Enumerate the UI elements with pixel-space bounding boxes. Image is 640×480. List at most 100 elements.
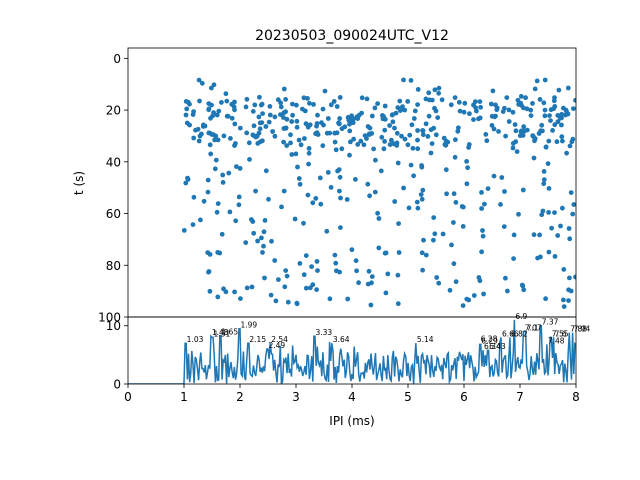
scatter-point: [436, 90, 442, 96]
scatter-point: [570, 211, 576, 217]
scatter-point: [348, 139, 353, 145]
scatter-point: [259, 235, 264, 241]
peak-label: 7.6: [555, 329, 567, 338]
peak-label: 7.55: [552, 329, 569, 338]
scatter-point: [353, 177, 358, 182]
scatter-point: [569, 139, 575, 145]
scatter-point: [183, 112, 189, 118]
scatter-point: [191, 194, 197, 200]
scatter-point: [489, 123, 495, 128]
scatter-point: [290, 101, 295, 107]
scatter-point: [247, 157, 252, 162]
scatter-point: [361, 142, 367, 148]
scatter-point: [281, 188, 287, 194]
scatter-point: [306, 146, 312, 151]
scatter-point: [228, 136, 233, 141]
y-tick-label: 80: [106, 259, 121, 273]
scatter-point: [542, 77, 548, 83]
scatter-point: [350, 120, 356, 126]
x-tick-label: 7: [516, 390, 524, 404]
scatter-point: [415, 205, 421, 211]
scatter-point: [415, 128, 420, 133]
scatter-point: [541, 181, 547, 187]
scatter-point: [564, 150, 569, 156]
scatter-point: [260, 250, 265, 255]
scatter-point: [530, 101, 535, 106]
scatter-point: [244, 130, 250, 136]
scatter-point: [284, 116, 290, 122]
scatter-point: [268, 292, 274, 298]
scatter-point: [272, 258, 278, 263]
scatter-point: [259, 120, 265, 125]
scatter-point: [542, 107, 548, 113]
scatter-point: [347, 117, 353, 123]
scatter-point: [216, 108, 222, 114]
scatter-point: [532, 138, 537, 144]
scatter-point: [423, 96, 429, 102]
scatter-point: [457, 108, 463, 114]
scatter-point: [181, 228, 187, 233]
scatter-point: [257, 139, 263, 145]
scatter-point: [301, 95, 307, 101]
scatter-point: [540, 208, 546, 214]
scatter-point: [440, 231, 446, 237]
scatter-point: [200, 124, 206, 129]
scatter-point: [546, 210, 551, 215]
scatter-point: [314, 287, 319, 292]
scatter-point: [506, 107, 512, 113]
scatter-point: [425, 134, 431, 139]
scatter-point: [324, 228, 330, 234]
scatter-point: [418, 192, 424, 198]
scatter-point: [375, 210, 380, 216]
scatter-point: [499, 175, 505, 180]
scatter-point: [258, 102, 264, 108]
scatter-point: [354, 114, 360, 120]
scatter-point: [473, 105, 478, 110]
scatter-point: [465, 165, 470, 171]
peak-label: 6.29: [481, 336, 498, 345]
scatter-point: [349, 113, 354, 119]
ipi-x-ticks: 0 1 2 3 4 5 6 7 8: [124, 384, 580, 404]
scatter-point: [558, 115, 563, 121]
scatter-point: [478, 104, 483, 110]
scatter-point: [349, 247, 355, 253]
scatter-point: [379, 134, 385, 140]
scatter-point: [215, 137, 221, 143]
ipi-panel: 1.03 1.481.511.651.99 2.152.492.54 3.333.64…: [106, 312, 591, 428]
scatter-point: [378, 168, 384, 174]
scatter-point: [276, 277, 281, 282]
scatter-point: [496, 129, 501, 134]
peak-label: 3.33: [315, 328, 332, 337]
scatter-point: [481, 291, 486, 297]
scatter-point: [451, 220, 456, 225]
scatter-point: [281, 126, 287, 131]
scatter-point: [518, 129, 524, 135]
scatter-point: [251, 123, 257, 129]
scatter-point: [451, 191, 457, 197]
scatter-point: [531, 232, 537, 238]
scatter-point: [372, 189, 378, 195]
scatter-point: [436, 85, 442, 91]
scatter-point: [401, 77, 406, 83]
scatter-point: [367, 193, 372, 199]
scatter-point: [521, 105, 526, 111]
scatter-point: [505, 288, 510, 294]
scatter-point: [559, 111, 565, 117]
scatter-point: [429, 97, 435, 103]
scatter-point: [371, 146, 376, 152]
scatter-point: [282, 284, 288, 290]
scatter-point: [261, 229, 267, 235]
scatter-point: [387, 142, 393, 148]
peak-label: 6.66: [502, 329, 519, 338]
scatter-point: [244, 96, 250, 102]
scatter-point: [504, 95, 510, 100]
scatter-point: [353, 258, 359, 264]
scatter-point: [423, 121, 429, 127]
scatter-point: [464, 181, 470, 187]
scatter-point: [238, 296, 243, 301]
scatter-point: [351, 136, 356, 142]
scatter-point: [541, 169, 547, 174]
scatter-point: [382, 103, 388, 109]
scatter-point: [283, 97, 288, 102]
